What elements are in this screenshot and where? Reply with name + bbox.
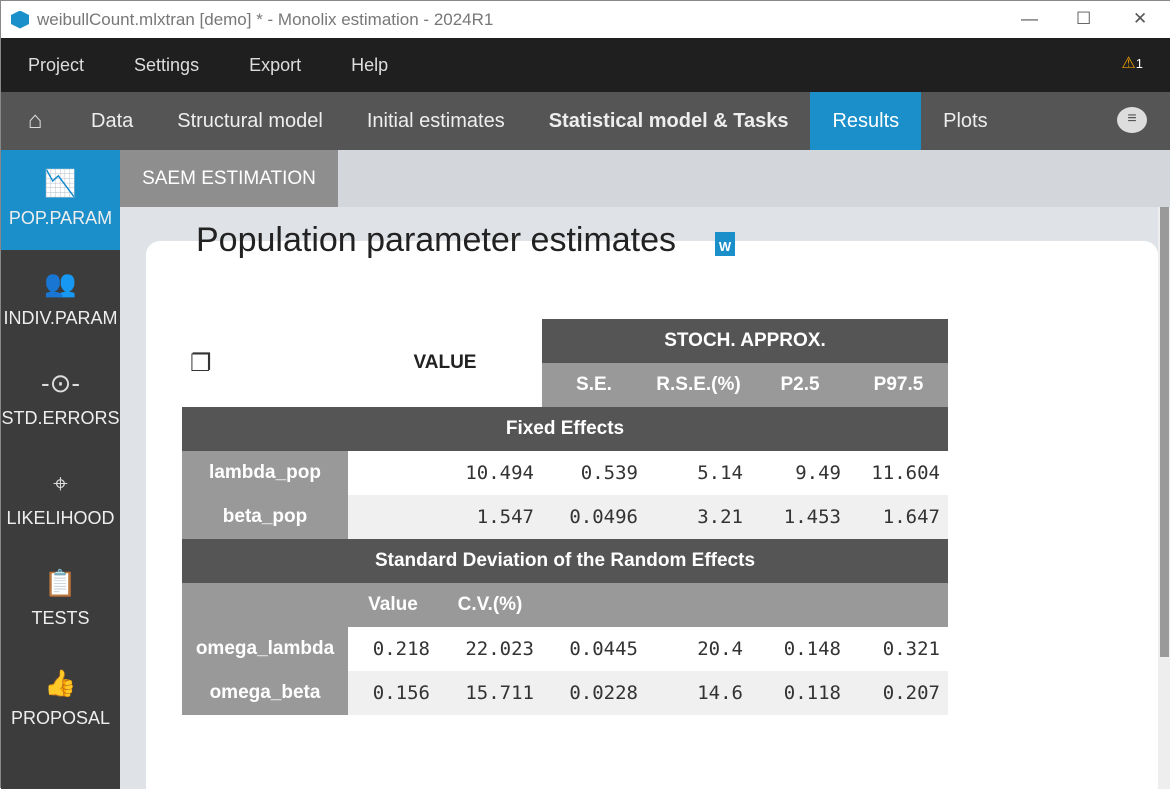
sub-tabs: SAEM ESTIMATION xyxy=(120,150,1170,207)
warning-icon: ⚠ xyxy=(1121,55,1136,72)
sidebar-label: TESTS xyxy=(31,608,90,628)
tab-data[interactable]: Data xyxy=(91,110,134,132)
sidebar-label: INDIV.PARAM xyxy=(3,308,118,328)
col-rse: R.S.E.(%) xyxy=(646,363,751,407)
param-cv: 22.023 xyxy=(465,638,534,660)
main-tabs: ⌂ Data Structural model Initial estimate… xyxy=(1,92,1170,150)
col-p25: P2.5 xyxy=(751,363,849,407)
col-value: Value xyxy=(348,583,438,627)
param-p975: 0.321 xyxy=(882,638,940,660)
param-name: omega_lambda xyxy=(182,627,348,671)
sidebar-item-proposal[interactable]: 👍 PROPOSAL xyxy=(1,650,120,750)
random-effects-header: Standard Deviation of the Random Effects xyxy=(182,539,948,583)
minimize-button[interactable]: — xyxy=(1021,9,1038,28)
param-se: 0.0228 xyxy=(542,671,646,715)
param-name: lambda_pop xyxy=(182,451,348,495)
value-header: VALUE xyxy=(348,319,542,407)
param-p975: 1.647 xyxy=(849,495,948,539)
param-p25: 0.148 xyxy=(783,638,841,660)
sidebar-label: PROPOSAL xyxy=(10,708,111,728)
sidebar-item-pop-param[interactable]: 📉 POP.PARAM xyxy=(1,150,120,250)
std-errors-icon: -⊙- xyxy=(40,368,81,398)
warning-count: 1 xyxy=(1135,56,1143,71)
col-se: S.E. xyxy=(542,363,646,407)
warnings-button[interactable]: ⚠1 xyxy=(1121,53,1143,73)
scrollbar-thumb[interactable] xyxy=(1160,207,1169,657)
param-rse: 3.21 xyxy=(646,495,751,539)
col-p975: P97.5 xyxy=(849,363,948,407)
sidebar-label: LIKELIHOOD xyxy=(6,508,115,528)
param-value: 1.547 xyxy=(348,495,542,539)
menu-bar: Project Settings Export Help xyxy=(1,38,1170,92)
param-p25: 0.118 xyxy=(751,671,849,715)
tab-saem-estimation[interactable]: SAEM ESTIMATION xyxy=(120,150,338,207)
thumbs-up-icon: 👍 xyxy=(44,668,77,698)
sidebar-item-indiv-param[interactable]: 👥 INDIV.PARAM xyxy=(1,250,120,350)
param-p975: 11.604 xyxy=(871,462,940,484)
word-export-icon[interactable]: W xyxy=(715,232,735,256)
table-row: omega_lambda 0.218 22.023 0.0445 20.4 0.… xyxy=(182,627,948,671)
param-p975: 0.207 xyxy=(849,671,948,715)
param-value: 0.156 xyxy=(348,671,438,715)
copy-icon[interactable]: ❐ xyxy=(190,349,212,377)
table-row: lambda_pop 10.494 0.539 5.14 9.49 11.604 xyxy=(182,451,948,495)
table-row: beta_pop 1.547 0.0496 3.21 1.453 1.647 xyxy=(182,495,948,539)
sidebar-label: POP.PARAM xyxy=(8,208,113,228)
pop-param-table: ❐ VALUE STOCH. APPROX. S.E. R.S.E.(%) P2… xyxy=(182,319,948,715)
param-p25: 1.453 xyxy=(751,495,849,539)
page-title: Population parameter estimates xyxy=(196,221,677,259)
blank-cell xyxy=(542,583,948,627)
col-cv: C.V.(%) xyxy=(438,583,542,627)
sidebar-item-tests[interactable]: 📋 TESTS xyxy=(1,550,120,650)
home-icon[interactable]: ⌂ xyxy=(27,107,43,134)
chart-icon: 📉 xyxy=(44,168,77,198)
chat-icon[interactable]: ≡ xyxy=(1117,107,1147,133)
sidebar-item-likelihood[interactable]: ⌖ LIKELIHOOD xyxy=(1,450,120,550)
monolix-logo-icon xyxy=(11,10,29,29)
crosshair-icon: ⌖ xyxy=(53,468,68,498)
blank-cell xyxy=(182,583,348,627)
tab-structural-model[interactable]: Structural model xyxy=(177,110,323,132)
menu-help[interactable]: Help xyxy=(351,54,389,75)
sidebar: 📉 POP.PARAM 👥 INDIV.PARAM -⊙- STD.ERRORS ⌖ L… xyxy=(1,150,120,789)
menu-export[interactable]: Export xyxy=(249,54,302,75)
param-se: 0.0445 xyxy=(569,638,638,660)
sidebar-item-std-errors[interactable]: -⊙- STD.ERRORS xyxy=(1,350,120,450)
param-se: 0.0496 xyxy=(542,495,646,539)
param-rse: 5.14 xyxy=(697,462,743,484)
param-name: beta_pop xyxy=(182,495,348,539)
maximize-button[interactable]: ☐ xyxy=(1076,9,1092,28)
menu-settings[interactable]: Settings xyxy=(134,54,200,75)
tab-statistical-model[interactable]: Statistical model & Tasks xyxy=(548,110,789,132)
sidebar-label: STD.ERRORS xyxy=(1,408,120,428)
param-value: 10.494 xyxy=(465,462,534,484)
table-row: omega_beta 0.156 15.711 0.0228 14.6 0.11… xyxy=(182,671,948,715)
fixed-effects-header: Fixed Effects xyxy=(182,407,948,451)
param-se: 0.539 xyxy=(580,462,638,484)
param-name: omega_beta xyxy=(182,671,348,715)
stoch-approx-header: STOCH. APPROX. xyxy=(542,319,948,363)
clipboard-check-icon: 📋 xyxy=(44,568,77,598)
title-bar: weibullCount.mlxtran [demo] * - Monolix … xyxy=(1,1,1170,38)
close-button[interactable]: ✕ xyxy=(1133,9,1148,28)
param-cv: 15.711 xyxy=(438,671,542,715)
tab-results[interactable]: Results xyxy=(810,92,922,150)
param-value: 0.218 xyxy=(372,638,430,660)
param-rse: 20.4 xyxy=(697,638,743,660)
tab-plots[interactable]: Plots xyxy=(943,110,988,132)
tab-initial-estimates[interactable]: Initial estimates xyxy=(366,110,505,132)
window-title: weibullCount.mlxtran [demo] * - Monolix … xyxy=(37,9,494,29)
param-rse: 14.6 xyxy=(646,671,751,715)
menu-project[interactable]: Project xyxy=(28,54,85,75)
param-p25: 9.49 xyxy=(795,462,841,484)
users-icon: 👥 xyxy=(44,268,77,298)
